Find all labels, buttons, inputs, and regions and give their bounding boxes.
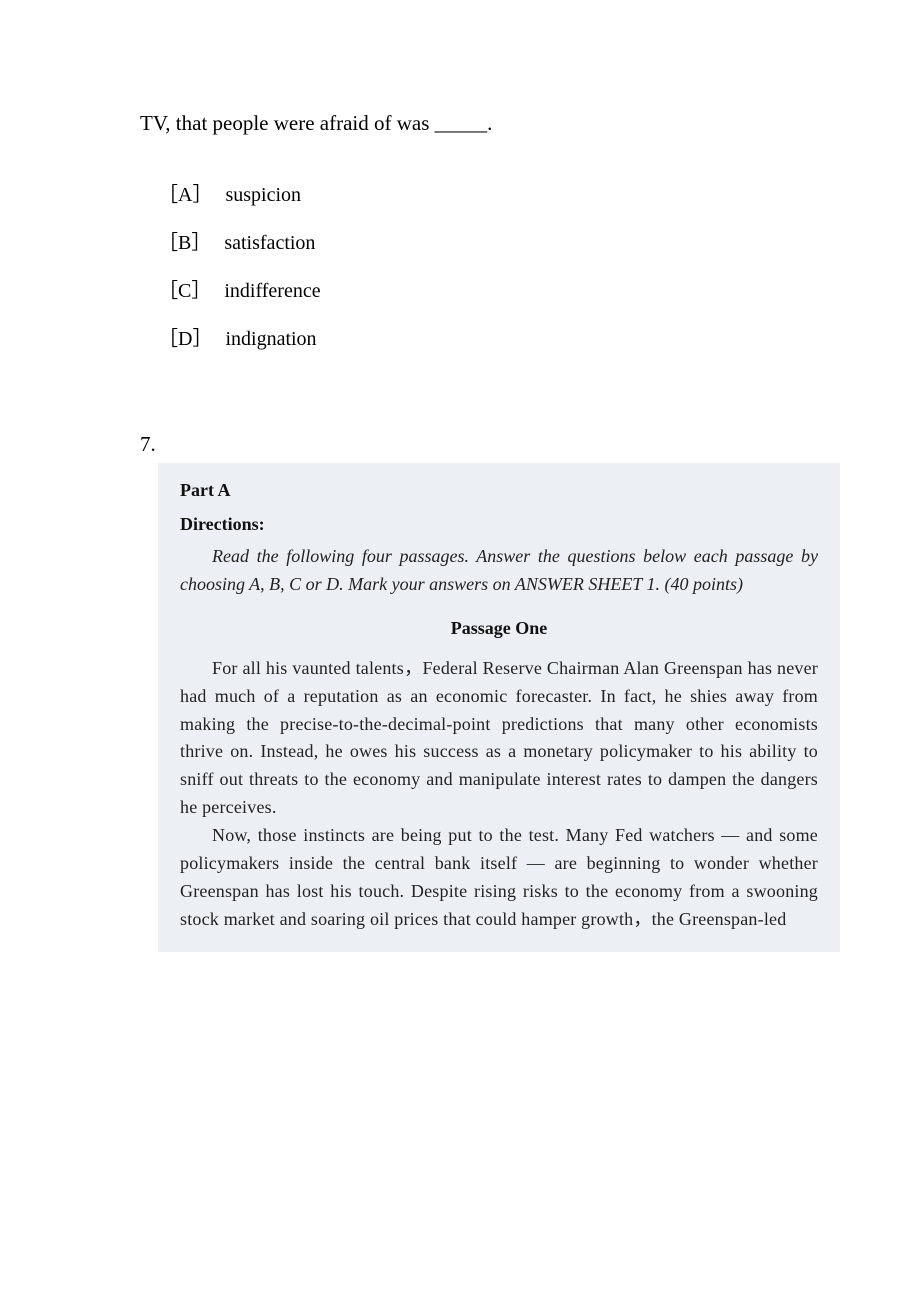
directions-label: Directions: [180, 511, 818, 539]
option-label-d: ［D］ [158, 326, 212, 352]
option-text-a: suspicion [225, 184, 301, 206]
option-text-b: satisfaction [224, 232, 315, 254]
passage-title: Passage One [180, 615, 818, 643]
option-b: ［B］ satisfaction [158, 230, 820, 256]
passage-box: Part A Directions: Read the following fo… [158, 463, 840, 951]
option-label-a: ［A］ [158, 182, 212, 208]
option-text-c: indifference [224, 280, 320, 302]
passage-paragraph-2: Now, those instincts are being put to th… [180, 822, 818, 934]
part-label: Part A [180, 477, 818, 505]
option-label-c: ［C］ [158, 278, 211, 304]
option-a: ［A］ suspicion [158, 182, 820, 208]
question-number: 7. [140, 432, 820, 457]
option-c: ［C］ indifference [158, 278, 820, 304]
directions-text: Read the following four passages. Answer… [180, 543, 818, 599]
options-list: ［A］ suspicion ［B］ satisfaction ［C］ indif… [158, 182, 820, 352]
passage-paragraph-1: For all his vaunted talents，Federal Rese… [180, 655, 818, 822]
option-d: ［D］ indignation [158, 326, 820, 352]
option-label-b: ［B］ [158, 230, 211, 256]
option-text-d: indignation [225, 328, 316, 350]
question-text: TV, that people were afraid of was _____… [140, 110, 820, 137]
